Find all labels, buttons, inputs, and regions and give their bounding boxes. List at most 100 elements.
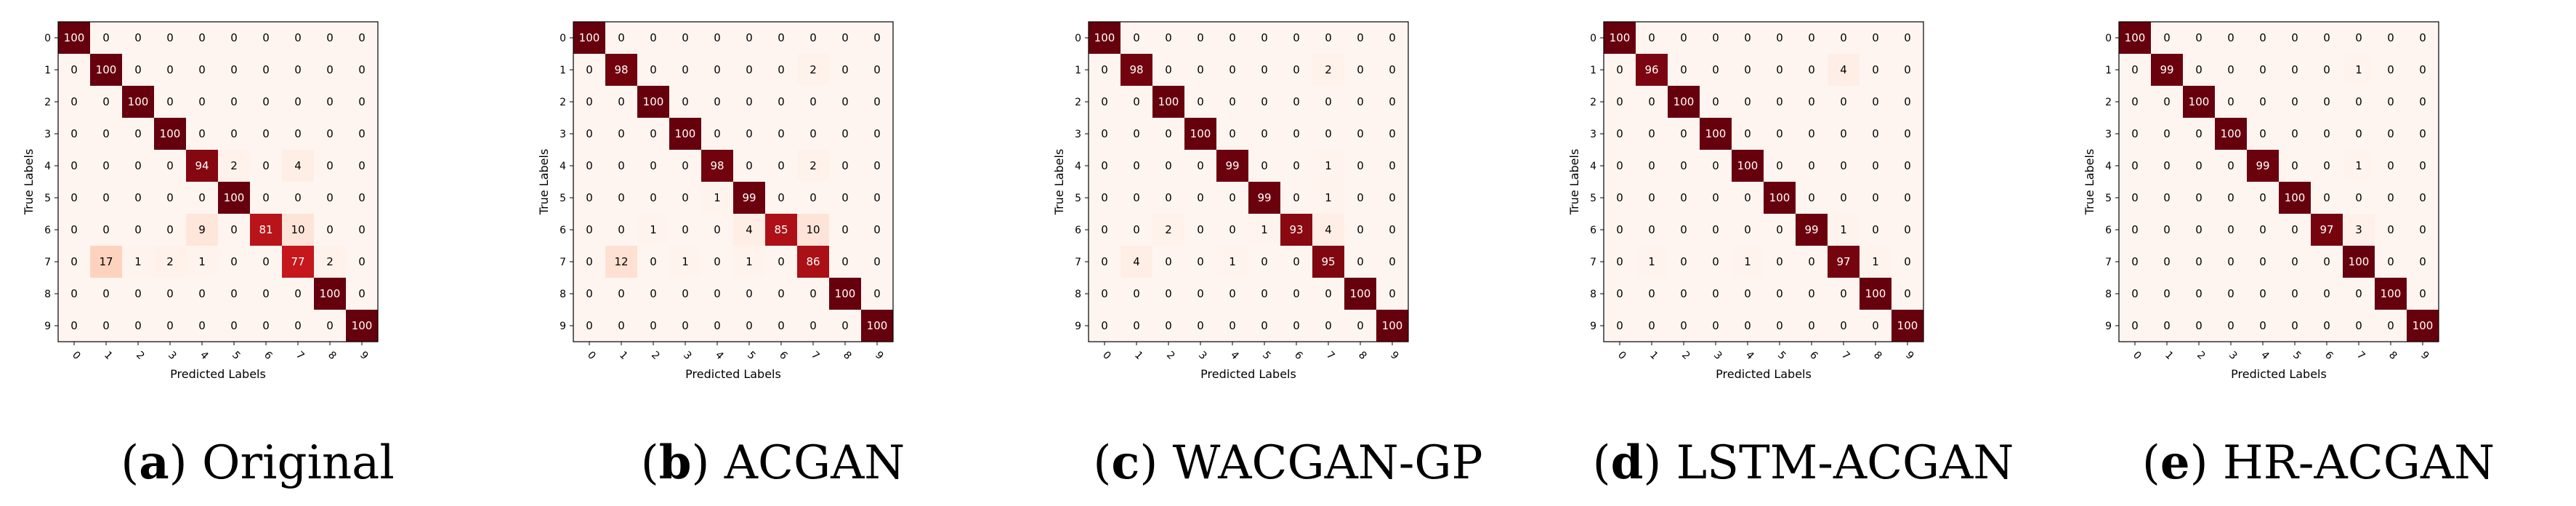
cell-value-label: 0	[714, 31, 721, 44]
cell-value-label: 0	[586, 127, 593, 140]
heatmap-cell	[122, 310, 154, 342]
heatmap-cell	[282, 182, 314, 214]
heatmap-cell	[1860, 246, 1891, 278]
cell-value-label: 0	[1357, 127, 1364, 140]
heatmap-cell	[1376, 118, 1408, 150]
cell-value-label: 0	[2227, 255, 2234, 268]
heatmap-cell	[1860, 214, 1891, 246]
heatmap-cell	[2119, 214, 2151, 246]
cell-value-label: 0	[1616, 63, 1623, 76]
cell-value-label: 0	[2291, 95, 2298, 108]
heatmap-cell	[2247, 310, 2279, 342]
heatmap-cell	[1700, 310, 1732, 342]
cell-value-label: 0	[586, 95, 593, 108]
heatmap-cell	[282, 278, 314, 310]
heatmap-cell	[2279, 118, 2311, 150]
x-tick-label: 7	[2354, 349, 2367, 362]
x-tick-label: 2	[1679, 349, 1692, 362]
y-tick-label: 9	[1590, 321, 1596, 332]
cell-value-label: 0	[262, 191, 270, 204]
cell-value-label: 0	[1133, 127, 1140, 140]
heatmap-cell	[1891, 54, 1923, 86]
heatmap-cell	[2183, 278, 2215, 310]
cell-value-label: 100	[2285, 191, 2306, 204]
y-tick-label: 1	[2105, 65, 2112, 76]
x-tick-label: 7	[809, 349, 822, 362]
cell-value-label: 0	[1616, 287, 1623, 300]
cell-value-label: 100	[1737, 159, 1759, 172]
cell-value-label: 1	[1325, 159, 1332, 172]
heatmap-cell	[1121, 246, 1152, 278]
cell-value-label: 0	[2419, 159, 2426, 172]
cell-value-label: 0	[1357, 159, 1364, 172]
heatmap-cell	[2247, 214, 2279, 246]
heatmap-cell	[1121, 86, 1152, 118]
plot-frame	[2118, 21, 2439, 342]
heatmap-cell	[1764, 54, 1796, 86]
cell-value-label: 99	[2160, 63, 2173, 76]
cell-value-label: 0	[746, 287, 753, 300]
heatmap-cell	[1248, 22, 1280, 54]
heatmap-cell	[2375, 246, 2407, 278]
cell-value-label: 0	[1744, 95, 1751, 108]
heatmap-cell	[1121, 182, 1152, 214]
cell-value-label: 0	[1293, 191, 1300, 204]
cell-value-label: 0	[1712, 223, 1719, 236]
cell-value-label: 0	[1648, 223, 1655, 236]
cell-value-label: 0	[1261, 127, 1268, 140]
heatmap-cell	[1216, 86, 1248, 118]
y-tick-label: 4	[1590, 161, 1596, 172]
cell-value-label: 0	[586, 63, 593, 76]
cell-value-label: 2	[230, 159, 238, 172]
x-tick-label: 4	[1743, 349, 1756, 362]
cell-value-label: 0	[1101, 319, 1108, 332]
cell-value-label: 0	[294, 127, 302, 140]
cell-value-label: 0	[1872, 159, 1879, 172]
heatmap-cell	[186, 278, 218, 310]
cell-value-label: 0	[1904, 159, 1911, 172]
heatmap-cell	[154, 54, 186, 86]
x-tick-label: 7	[1839, 349, 1852, 362]
cell-value-label: 0	[2259, 63, 2266, 76]
heatmap-cell	[1764, 182, 1796, 214]
heatmap-cell	[829, 310, 861, 342]
cell-value-label: 0	[70, 95, 78, 108]
y-tick-label: 0	[1590, 33, 1596, 44]
heatmap-cell	[573, 214, 605, 246]
caption-paren: )	[2189, 436, 2223, 490]
heatmap-cell	[122, 150, 154, 182]
heatmap-cell	[2151, 310, 2183, 342]
cell-value-label: 0	[746, 319, 753, 332]
cell-value-label: 95	[1321, 255, 1335, 268]
cell-value-label: 0	[230, 255, 238, 268]
heatmap-cell	[1604, 86, 1636, 118]
cell-value-label: 0	[1808, 127, 1815, 140]
cell-value-label: 0	[2387, 127, 2394, 140]
cell-value-label: 98	[710, 159, 724, 172]
x-tick-label: 3	[1196, 349, 1209, 362]
heatmap-cell	[2343, 54, 2375, 86]
cell-value-label: 4	[1840, 63, 1847, 76]
cell-value-label: 0	[1197, 191, 1204, 204]
heatmap-cell	[1732, 182, 1764, 214]
cell-value-label: 12	[614, 255, 628, 268]
heatmap-cell	[186, 22, 218, 54]
heatmap-cell	[1796, 246, 1828, 278]
heatmap-cell	[1344, 246, 1376, 278]
heatmap-cell	[2183, 54, 2215, 86]
cell-value-label: 100	[835, 287, 856, 300]
cell-value-label: 0	[198, 63, 206, 76]
heatmap-cell	[701, 86, 733, 118]
heatmap-cell	[733, 22, 765, 54]
cell-value-label: 0	[166, 31, 174, 44]
heatmap-cell	[701, 182, 733, 214]
cell-value-label: 0	[2131, 127, 2139, 140]
cell-value-label: 0	[294, 63, 302, 76]
heatmap-cell	[797, 118, 829, 150]
heatmap-cell	[605, 150, 637, 182]
cell-value-label: 0	[198, 319, 206, 332]
heatmap-cell	[765, 118, 797, 150]
subfigure-caption: (c) WACGAN-GP	[1030, 430, 1546, 496]
cell-value-label: 0	[2419, 287, 2426, 300]
cell-value-label: 0	[262, 255, 270, 268]
